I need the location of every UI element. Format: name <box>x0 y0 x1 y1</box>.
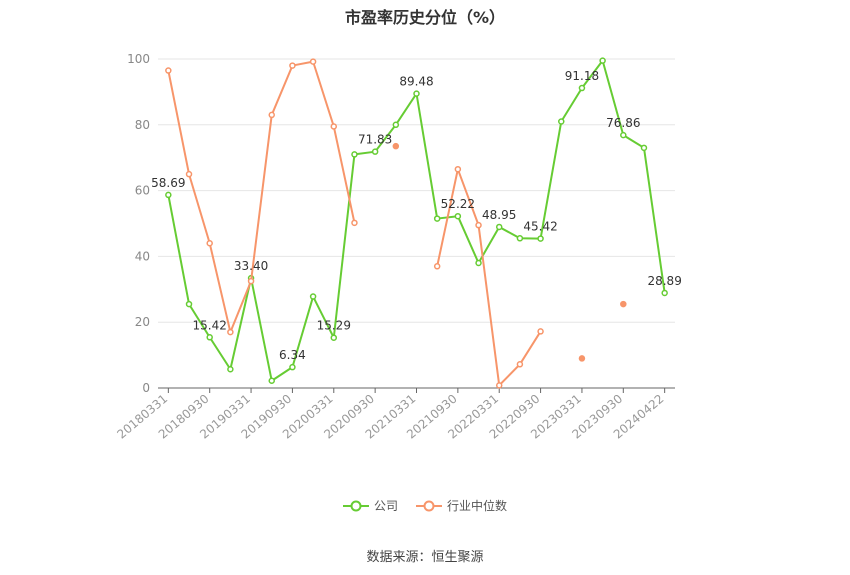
data-point-company <box>620 131 627 139</box>
data-point-industry <box>578 355 586 362</box>
data-label: 52.22 <box>441 197 475 211</box>
data-point-industry <box>165 67 172 74</box>
data-point-industry <box>620 300 627 308</box>
data-label: 45.42 <box>523 220 557 234</box>
legend-industry-marker <box>416 500 442 511</box>
series-line-0 <box>167 59 666 382</box>
y-tick-label: 0 <box>142 381 150 395</box>
data-point-industry <box>495 382 503 389</box>
data-point-industry <box>268 111 275 119</box>
series-line-1 <box>436 168 542 387</box>
y-tick-label: 100 <box>127 52 150 66</box>
data-point-industry <box>454 165 462 173</box>
data-point-company <box>185 300 193 308</box>
y-tick-label: 60 <box>135 184 150 198</box>
data-point-industry <box>475 221 482 229</box>
data-point-company <box>495 223 503 231</box>
data-point-company <box>268 377 275 385</box>
data-label: 58.69 <box>151 176 185 190</box>
data-label: 91.18 <box>565 69 599 83</box>
data-point-company <box>165 191 172 199</box>
data-point-company <box>289 363 296 371</box>
legend-label-company: 公司 <box>373 499 398 513</box>
data-label: 15.29 <box>317 319 351 333</box>
y-tick-label: 20 <box>135 315 150 329</box>
data-label: 76.86 <box>606 116 640 130</box>
legend-item-company[interactable]: 公司 <box>342 497 398 514</box>
data-label: 28.89 <box>647 274 681 288</box>
data-point-industry <box>289 62 296 69</box>
data-point-industry <box>433 263 441 270</box>
y-tick-label: 40 <box>135 249 150 263</box>
data-label: 15.42 <box>193 318 227 332</box>
data-point-company <box>661 289 668 297</box>
data-point-company <box>475 259 482 267</box>
data-label: 71.83 <box>358 133 392 147</box>
data-point-industry <box>351 219 358 227</box>
data-point-industry <box>227 328 234 336</box>
data-point-company <box>371 148 379 155</box>
data-point-industry <box>392 142 400 150</box>
series-line-1 <box>167 60 356 334</box>
data-point-company <box>351 151 358 158</box>
data-point-company <box>330 334 338 341</box>
data-point-company <box>413 90 420 97</box>
data-point-company <box>227 365 234 373</box>
legend-label-industry: 行业中位数 <box>447 499 508 513</box>
data-point-industry <box>537 328 544 335</box>
y-tick-label: 80 <box>135 118 150 132</box>
data-point-company <box>640 144 648 152</box>
data-source-note: 数据来源：恒生聚源 <box>366 550 484 565</box>
data-point-industry <box>206 239 213 247</box>
data-point-company <box>537 235 544 242</box>
data-label: 89.48 <box>399 75 433 89</box>
legend-item-industry[interactable]: 行业中位数 <box>416 497 507 514</box>
chart-title: 市盈率历史分位（%） <box>344 8 506 27</box>
data-point-company <box>454 212 462 220</box>
data-point-industry <box>309 58 317 65</box>
data-point-company <box>206 334 213 341</box>
data-point-company <box>392 121 400 129</box>
data-point-industry <box>185 170 193 178</box>
legend-company-marker <box>342 500 369 511</box>
data-point-company <box>578 84 586 92</box>
data-point-company <box>599 57 606 64</box>
data-label: 33.40 <box>234 259 268 273</box>
chart-legend: 公司 行业中位数 <box>0 497 850 514</box>
data-point-company <box>433 215 441 222</box>
data-point-industry <box>330 123 338 130</box>
data-point-industry <box>516 361 524 368</box>
data-point-industry <box>247 277 255 285</box>
data-label: 48.95 <box>482 208 516 222</box>
data-point-company <box>558 118 565 125</box>
data-label: 6.34 <box>279 348 306 362</box>
data-point-company <box>309 293 317 300</box>
data-point-company <box>516 235 524 242</box>
